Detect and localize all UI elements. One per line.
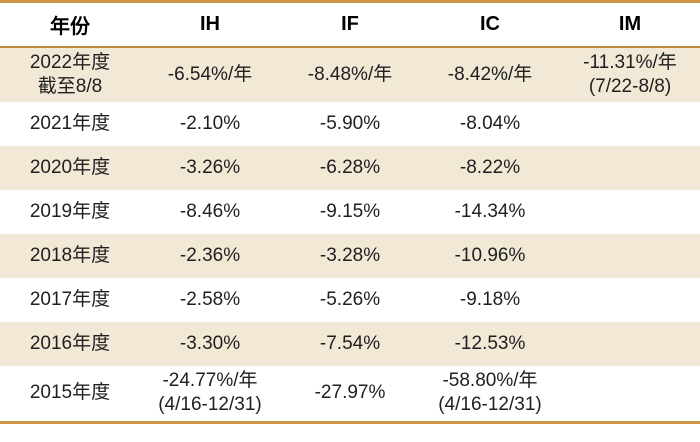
- table-row: 2021年度 -2.10% -5.90% -8.04%: [0, 102, 700, 147]
- return-value-cell: -8.48%/年: [307, 63, 393, 85]
- return-value-cell: -6.28%: [319, 156, 381, 178]
- header-row: 年份 IH IF IC IM: [0, 1, 700, 48]
- year-cell: 2017年度: [29, 288, 111, 310]
- return-value-cell: [560, 190, 700, 234]
- year-cell: 2019年度: [29, 200, 111, 222]
- year-cell: 2020年度: [29, 156, 111, 178]
- year-cell: 2015年度: [29, 382, 111, 404]
- table-header: 年份 IH IF IC IM: [0, 1, 700, 48]
- table-row: 2017年度 -2.58% -5.26% -9.18%: [0, 278, 700, 323]
- return-value-cell: -11.31%/年 (7/22-8/8): [583, 51, 677, 97]
- table-body: 2022年度 截至8/8 -6.54%/年 -8.48%/年 -8.42%/年 -11.3…: [0, 46, 700, 423]
- return-value-cell: [560, 322, 700, 366]
- column-header-if: IF: [280, 1, 420, 48]
- return-value-cell: -5.26%: [319, 288, 381, 310]
- return-value-cell: [560, 234, 700, 278]
- column-header-ic: IC: [420, 1, 560, 48]
- column-header-year: 年份: [0, 1, 140, 48]
- return-value-cell: -24.77%/年 (4/16-12/31): [158, 370, 262, 416]
- return-value-cell: -8.42%/年: [447, 63, 533, 85]
- column-header-im: IM: [560, 1, 700, 48]
- table-row: 2015年度 -24.77%/年 (4/16-12/31) -27.97% -58.80…: [0, 366, 700, 423]
- year-cell: 2022年度 截至8/8: [29, 51, 111, 97]
- return-value-cell: -2.58%: [179, 288, 241, 310]
- return-value-cell: -27.97%: [314, 382, 386, 404]
- return-value-cell: -8.22%: [459, 156, 521, 178]
- return-value-cell: -3.28%: [319, 244, 381, 266]
- return-value-cell: -5.90%: [319, 112, 381, 134]
- year-cell: 2016年度: [29, 332, 111, 354]
- return-value-cell: -2.36%: [179, 244, 241, 266]
- table-row: 2020年度 -3.26% -6.28% -8.22%: [0, 146, 700, 191]
- table-row: 2022年度 截至8/8 -6.54%/年 -8.48%/年 -8.42%/年 -11.3…: [0, 46, 700, 103]
- return-value-cell: -58.80%/年 (4/16-12/31): [438, 370, 542, 416]
- column-header-ih: IH: [140, 1, 280, 48]
- annual-returns-table: 年份 IH IF IC IM 2022年度 截至8/8 -6.54%/年 -8.48%…: [0, 0, 700, 424]
- table-row: 2019年度 -8.46% -9.15% -14.34%: [0, 190, 700, 235]
- return-value-cell: [560, 102, 700, 146]
- table-row: 2018年度 -2.36% -3.28% -10.96%: [0, 234, 700, 279]
- return-value-cell: -2.10%: [179, 112, 241, 134]
- return-value-cell: [560, 366, 700, 422]
- return-value-cell: -3.30%: [179, 332, 241, 354]
- return-value-cell: -10.96%: [454, 244, 526, 266]
- year-cell: 2018年度: [29, 244, 111, 266]
- return-value-cell: -9.15%: [319, 200, 381, 222]
- return-value-cell: [560, 278, 700, 322]
- return-value-cell: -6.54%/年: [167, 63, 253, 85]
- return-value-cell: -8.04%: [459, 112, 521, 134]
- return-value-cell: -8.46%: [179, 200, 241, 222]
- return-value-cell: -7.54%: [319, 332, 381, 354]
- return-value-cell: -14.34%: [454, 200, 526, 222]
- table-row: 2016年度 -3.30% -7.54% -12.53%: [0, 322, 700, 367]
- return-value-cell: [560, 146, 700, 190]
- return-value-cell: -3.26%: [179, 156, 241, 178]
- year-cell: 2021年度: [29, 112, 111, 134]
- return-value-cell: -12.53%: [454, 332, 526, 354]
- return-value-cell: -9.18%: [459, 288, 521, 310]
